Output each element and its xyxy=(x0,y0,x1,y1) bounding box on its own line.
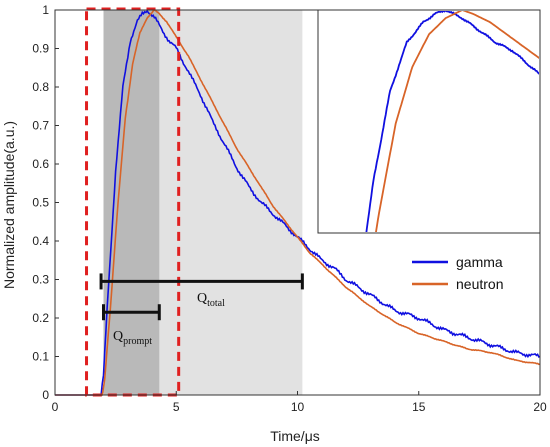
axes: 0 5 10 15 20 0 0.1 0.2 0.3 0.4 0.5 0.6 0.7 0.8 0.9 1 xyxy=(32,3,547,414)
x-tick-label: 0 xyxy=(52,400,59,414)
inset-frame xyxy=(317,9,541,234)
y-tick-label: 0.1 xyxy=(32,350,49,364)
y-tick-label: 0.9 xyxy=(32,42,49,56)
series-layer xyxy=(55,9,541,396)
y-tick-label: 0.5 xyxy=(32,196,49,210)
legend-label-gamma: gamma xyxy=(456,254,503,270)
x-tick-label: 10 xyxy=(291,400,305,414)
legend: gamma neutron xyxy=(412,254,503,292)
legend-label-neutron: neutron xyxy=(456,276,503,292)
series-line-neutron xyxy=(55,9,541,396)
y-tick-label: 0.8 xyxy=(32,80,49,94)
shaded-regions xyxy=(103,10,303,395)
inset-plot xyxy=(317,9,541,234)
y-tick-label: 0.7 xyxy=(32,119,49,133)
highlight-box xyxy=(85,7,181,397)
inset-series-gamma xyxy=(365,11,539,232)
highlight-layer xyxy=(85,7,181,397)
x-tick-label: 5 xyxy=(173,400,180,414)
y-tick-label: 0 xyxy=(42,388,49,402)
y-axis-title: Normalized amplitude(a.u.) xyxy=(1,121,17,289)
q-prompt-label-subscript: prompt xyxy=(123,336,152,347)
inset-series-neutron xyxy=(375,11,539,232)
x-tick-label: 15 xyxy=(412,400,426,414)
y-tick-label: 0.2 xyxy=(32,311,49,325)
y-tick-label: 0.3 xyxy=(32,273,49,287)
x-axis-title: Time/μs xyxy=(270,428,320,444)
q-total-label-subscript: total xyxy=(207,298,225,309)
x-tick-label: 20 xyxy=(533,400,547,414)
y-tick-label: 1 xyxy=(42,3,49,17)
y-tick-label: 0.6 xyxy=(32,157,49,171)
y-tick-label: 0.4 xyxy=(32,234,49,248)
